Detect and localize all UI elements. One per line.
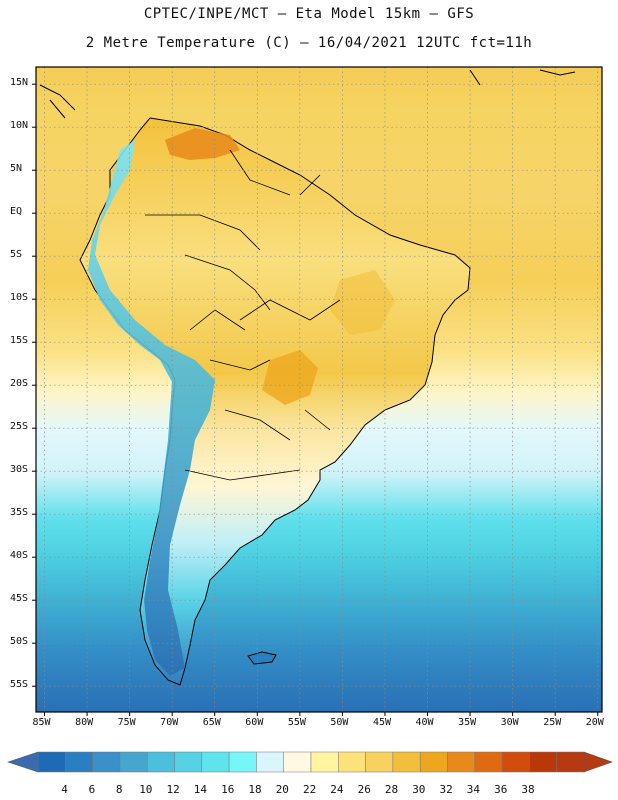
lat-label: 10N bbox=[10, 120, 29, 132]
lon-label: 40W bbox=[415, 717, 434, 728]
map-frame bbox=[35, 66, 603, 713]
lat-label: 35S bbox=[10, 507, 29, 519]
colorbar-label: 14 bbox=[193, 783, 208, 796]
axis-ticks bbox=[32, 83, 599, 716]
central-brazil-warm bbox=[330, 270, 395, 335]
lat-label: 50S bbox=[10, 636, 29, 648]
falkland-islands bbox=[247, 651, 277, 665]
lon-label: 50W bbox=[330, 717, 349, 728]
lat-label: 15N bbox=[10, 77, 29, 89]
lat-label: 5N bbox=[10, 163, 23, 175]
lat-label: 10S bbox=[10, 292, 29, 304]
lat-label: 55S bbox=[10, 679, 29, 691]
colorbar-label: 6 bbox=[88, 783, 96, 796]
colorbar-cell bbox=[228, 751, 257, 773]
lat-label: 40S bbox=[10, 550, 29, 562]
paraguay-hot-spot bbox=[262, 350, 318, 405]
country-borders bbox=[145, 149, 341, 481]
colorbar-cell bbox=[65, 751, 93, 773]
colorbar-cell bbox=[392, 751, 421, 773]
colorbar-cell bbox=[501, 751, 530, 773]
andes-cold-band bbox=[88, 140, 215, 676]
colorbar-low-arrow bbox=[7, 751, 39, 773]
colorbar-cell bbox=[146, 751, 175, 773]
colorbar-cell bbox=[37, 751, 66, 773]
colorbar-label: 18 bbox=[248, 783, 262, 796]
caribbean-islands bbox=[39, 69, 576, 119]
colorbar-cell bbox=[365, 751, 394, 773]
colorbar-cell bbox=[174, 751, 203, 773]
lon-label: 25W bbox=[543, 717, 562, 728]
colorbar-label: 8 bbox=[115, 783, 123, 796]
lon-label: 60W bbox=[245, 717, 264, 728]
lon-label: 35W bbox=[458, 717, 477, 728]
colorbar-label: 4 bbox=[61, 783, 68, 796]
colorbar-label: 30 bbox=[412, 783, 426, 796]
lon-label: 45W bbox=[372, 717, 392, 728]
colorbar-label: 34 bbox=[466, 783, 481, 796]
colorbar-cell bbox=[419, 751, 448, 773]
lon-label: 55W bbox=[287, 717, 306, 728]
colorbar-cell bbox=[529, 751, 557, 773]
lat-label: EQ bbox=[10, 206, 23, 218]
venezuela-hot-spot bbox=[165, 128, 240, 160]
colorbar-cell bbox=[119, 751, 148, 773]
lat-label: 15S bbox=[10, 335, 29, 347]
lat-label: 20S bbox=[10, 378, 29, 390]
colorbar-cell bbox=[447, 751, 476, 773]
lat-label: 5S bbox=[10, 249, 23, 261]
colorbar-cell bbox=[338, 751, 366, 773]
colorbar-label: 10 bbox=[139, 783, 153, 796]
colorbar-label: 32 bbox=[439, 783, 453, 796]
lon-label: 30W bbox=[500, 717, 519, 728]
chart-title-line1: CPTEC/INPE/MCT – Eta Model 15km – GFS bbox=[143, 6, 475, 22]
lon-label: 20W bbox=[585, 717, 604, 728]
colorbar-label: 22 bbox=[303, 783, 317, 796]
lon-label: 70W bbox=[160, 717, 179, 728]
colorbar-cell bbox=[556, 751, 585, 773]
colorbar-label: 16 bbox=[221, 783, 235, 796]
colorbar-cell bbox=[310, 751, 339, 773]
lat-label: 45S bbox=[10, 593, 29, 605]
colorbar-label: 36 bbox=[494, 783, 508, 796]
lat-label: 30S bbox=[10, 464, 29, 476]
colorbar-cell bbox=[283, 751, 312, 773]
colorbar-cell bbox=[92, 751, 121, 773]
lon-label: 80W bbox=[75, 717, 94, 728]
lon-label: 85W bbox=[32, 717, 51, 728]
colorbar-cell bbox=[256, 751, 284, 773]
lon-label: 65W bbox=[202, 717, 221, 728]
colorbar-high-arrow bbox=[583, 751, 613, 773]
colorbar-cell bbox=[474, 751, 503, 773]
chart-title-line2: 2 Metre Temperature (C) – 16/04/2021 12U… bbox=[85, 35, 533, 51]
colorbar-label: 12 bbox=[166, 783, 180, 796]
colorbar-label: 28 bbox=[384, 783, 399, 796]
colorbar bbox=[7, 751, 613, 773]
colorbar-label: 26 bbox=[357, 783, 371, 796]
lat-label: 25S bbox=[10, 421, 29, 433]
lon-label: 75W bbox=[117, 717, 136, 728]
colorbar-label: 24 bbox=[330, 783, 344, 796]
colorbar-label: 20 bbox=[275, 783, 289, 796]
colorbar-label: 38 bbox=[521, 783, 535, 796]
colorbar-cell bbox=[201, 751, 230, 773]
